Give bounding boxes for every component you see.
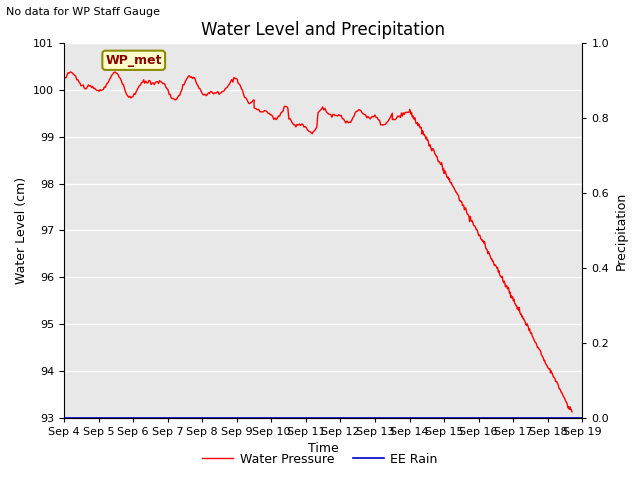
- Y-axis label: Water Level (cm): Water Level (cm): [15, 177, 28, 284]
- X-axis label: Time: Time: [308, 442, 339, 455]
- Text: No data for WP Staff Gauge: No data for WP Staff Gauge: [6, 7, 161, 17]
- Title: Water Level and Precipitation: Water Level and Precipitation: [201, 21, 445, 39]
- Water Pressure: [77, 83, 85, 89]
- Legend: Water Pressure, EE Rain: Water Pressure, EE Rain: [197, 448, 443, 471]
- Water Pressure: [68, 70, 76, 75]
- Water Pressure: [145, 78, 153, 84]
- Water Pressure: [60, 77, 68, 83]
- Text: WP_met: WP_met: [106, 54, 162, 67]
- Water Pressure: [568, 409, 576, 415]
- Y-axis label: Precipitation: Precipitation: [615, 191, 628, 270]
- Line: Water Pressure: Water Pressure: [64, 72, 572, 412]
- Water Pressure: [115, 74, 123, 80]
- Water Pressure: [284, 105, 292, 110]
- Water Pressure: [419, 130, 427, 135]
- Water Pressure: [67, 69, 74, 75]
